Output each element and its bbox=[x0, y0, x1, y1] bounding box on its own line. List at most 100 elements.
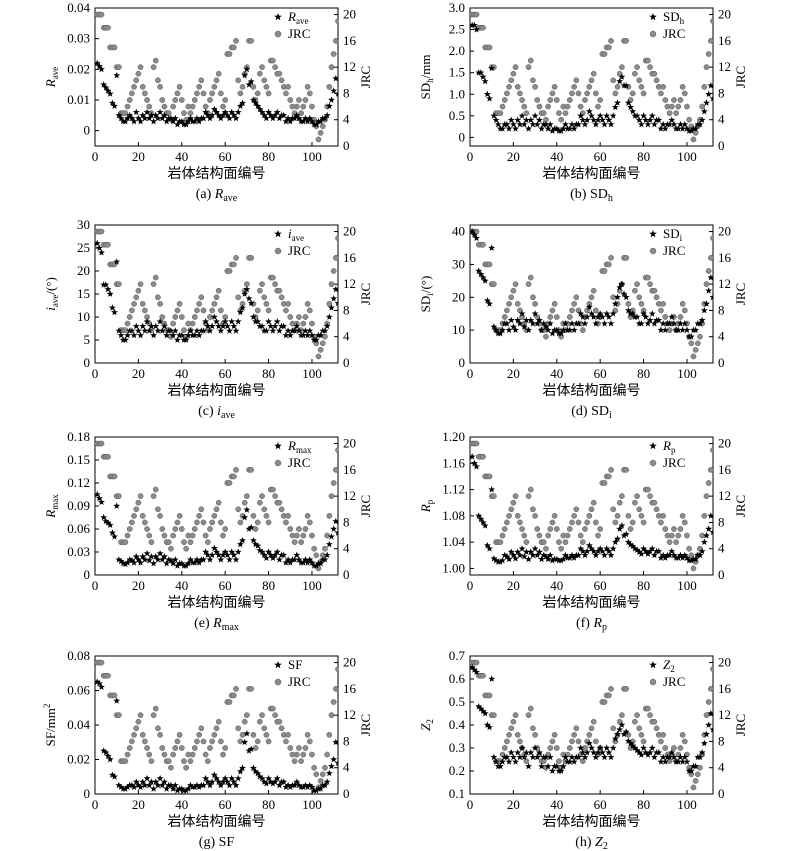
jrc-point bbox=[710, 666, 713, 672]
jrc-point bbox=[556, 758, 562, 764]
jrc-point bbox=[139, 513, 146, 519]
parameter-point bbox=[624, 306, 632, 314]
parameter-point bbox=[605, 116, 613, 124]
parameter-point bbox=[230, 111, 238, 119]
jrc-point bbox=[612, 90, 619, 97]
panel-caption: (g) SF bbox=[199, 835, 235, 850]
parameter-point bbox=[262, 780, 270, 787]
parameter-point bbox=[247, 745, 255, 753]
parameter-point bbox=[249, 313, 257, 320]
jrc-point bbox=[523, 758, 530, 764]
parameter-point bbox=[616, 77, 624, 85]
parameter-point bbox=[566, 554, 574, 561]
jrc-point bbox=[671, 97, 677, 103]
parameter-point bbox=[228, 774, 236, 782]
y-tick-label: 1.16 bbox=[442, 455, 465, 470]
panel-caption: (c) iave bbox=[198, 404, 235, 421]
parameter-point bbox=[549, 329, 556, 337]
parameter-point bbox=[492, 116, 500, 124]
parameter-point bbox=[609, 744, 617, 751]
parameter-point bbox=[306, 556, 314, 563]
jrc-point bbox=[170, 320, 176, 327]
jrc-point bbox=[525, 493, 532, 499]
jrc-point bbox=[330, 699, 337, 705]
jrc-point bbox=[549, 738, 556, 745]
parameter-point bbox=[618, 73, 626, 80]
y-tick-label: 0 bbox=[84, 123, 91, 138]
parameter-point bbox=[479, 73, 487, 80]
parameter-point bbox=[637, 550, 645, 557]
parameter-point bbox=[182, 562, 190, 569]
parameter-point bbox=[239, 764, 246, 772]
legend-parameter: SDh bbox=[663, 9, 685, 26]
parameter-point bbox=[557, 767, 565, 774]
jrc-point bbox=[660, 732, 666, 738]
x-tick-label: 0 bbox=[92, 149, 99, 164]
jrc-point bbox=[686, 116, 692, 123]
x-tick-label: 100 bbox=[677, 366, 697, 381]
y-axis-label: SDi/(°) bbox=[418, 276, 435, 313]
parameter-point bbox=[265, 548, 272, 555]
jrc-point bbox=[686, 545, 692, 552]
jrc-point bbox=[217, 90, 224, 97]
jrc-point bbox=[161, 532, 168, 539]
parameter-point bbox=[126, 111, 134, 119]
parameter-point bbox=[154, 556, 162, 563]
parameter-point bbox=[687, 556, 695, 564]
parameter-point bbox=[200, 327, 207, 334]
jrc-point bbox=[131, 732, 137, 738]
parameter-point bbox=[158, 781, 166, 789]
parameter-point bbox=[163, 117, 171, 125]
parameter-point bbox=[141, 781, 149, 789]
parameter-point bbox=[182, 336, 190, 343]
jrc-point bbox=[196, 513, 202, 519]
parameter-point bbox=[536, 749, 543, 756]
parameter-point bbox=[683, 125, 691, 132]
parameter-point bbox=[553, 125, 561, 132]
jrc-point bbox=[170, 751, 176, 758]
parameter-point bbox=[284, 114, 292, 122]
jrc-point bbox=[671, 526, 677, 532]
parameter-point bbox=[134, 556, 142, 563]
jrc-point bbox=[250, 84, 257, 90]
jrc-point bbox=[98, 11, 105, 18]
jrc-point bbox=[306, 90, 313, 97]
parameter-point bbox=[596, 545, 604, 552]
parameter-point bbox=[265, 774, 272, 782]
parameter-point bbox=[520, 120, 528, 128]
parameter-point bbox=[195, 117, 203, 125]
jrc-point bbox=[300, 320, 307, 327]
parameter-point bbox=[622, 530, 630, 538]
parameter-point bbox=[195, 559, 203, 566]
parameter-point bbox=[108, 99, 116, 106]
jrc-point bbox=[634, 64, 640, 70]
parameter-point bbox=[230, 322, 238, 330]
jrc-point bbox=[254, 738, 261, 745]
jrc-point bbox=[215, 718, 222, 725]
jrc-point bbox=[178, 526, 185, 532]
legend-star-marker bbox=[649, 13, 657, 21]
parameter-point bbox=[98, 498, 105, 506]
jrc-point bbox=[658, 738, 664, 745]
jrc-point bbox=[586, 732, 593, 738]
jrc-point bbox=[684, 751, 690, 758]
jrc-point bbox=[133, 725, 140, 732]
parameter-point bbox=[559, 125, 567, 132]
plot-area bbox=[95, 11, 338, 143]
parameter-point bbox=[666, 319, 674, 327]
parameter-point bbox=[655, 749, 663, 756]
jrc-point bbox=[296, 314, 302, 320]
parameter-point bbox=[705, 721, 713, 728]
parameter-point bbox=[312, 336, 320, 343]
parameter-point bbox=[215, 111, 223, 119]
parameter-point bbox=[330, 525, 338, 532]
parameter-point bbox=[598, 749, 606, 756]
x-tick-label: 0 bbox=[92, 366, 99, 381]
parameter-point bbox=[596, 744, 604, 751]
jrc-point bbox=[144, 97, 150, 103]
parameter-point bbox=[132, 778, 140, 785]
jrc-point bbox=[261, 725, 268, 732]
parameter-point bbox=[620, 531, 628, 539]
jrc-point bbox=[616, 499, 623, 506]
jrc-point bbox=[710, 18, 713, 24]
